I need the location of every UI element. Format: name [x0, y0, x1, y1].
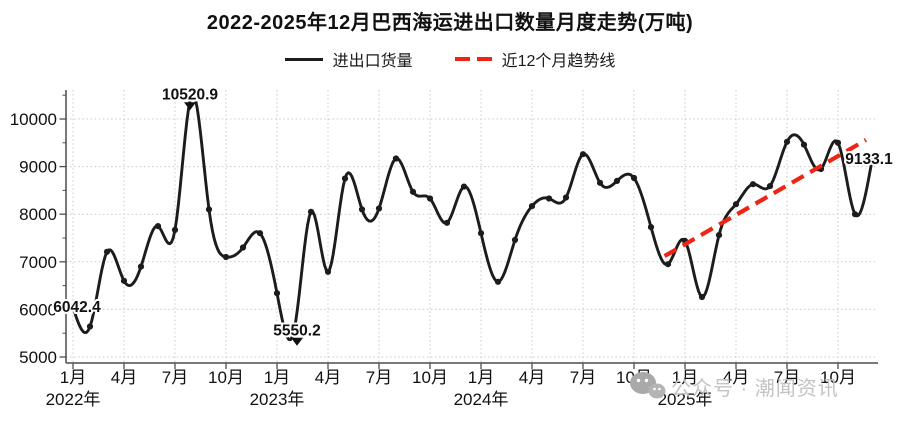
data-point-marker — [562, 194, 570, 201]
data-point-marker — [868, 157, 876, 164]
data-point-marker — [392, 155, 400, 162]
series-line-sample — [284, 57, 323, 61]
x-tick-label: 7月 — [162, 368, 188, 387]
legend-item-series: 进出口货量 — [284, 47, 413, 71]
data-point-marker — [69, 304, 77, 311]
data-point-marker — [375, 205, 383, 212]
data-point-marker — [800, 141, 808, 148]
data-point-marker — [358, 206, 366, 213]
y-tick-label: 5000 — [19, 348, 57, 367]
data-point-marker — [664, 261, 672, 268]
data-point-marker — [834, 139, 842, 146]
data-point-marker — [188, 91, 196, 98]
data-point-marker — [324, 268, 332, 275]
data-point-marker — [783, 138, 791, 145]
annotation-label: 10520.9 — [162, 87, 218, 104]
data-point-marker — [766, 183, 774, 190]
data-point-marker — [715, 232, 723, 239]
data-point-marker — [171, 226, 179, 233]
data-point-marker — [851, 211, 859, 218]
x-tick-label: 7月 — [570, 368, 596, 387]
data-point-marker — [341, 175, 349, 182]
y-tick-label: 10000 — [10, 110, 57, 129]
data-point-marker — [290, 327, 298, 334]
data-point-marker — [579, 151, 587, 158]
x-year-label: 2022年 — [46, 390, 101, 409]
data-point-marker — [460, 183, 468, 190]
legend: 进出口货量 近12个月趋势线 — [0, 47, 900, 71]
legend-item-trend: 近12个月趋势线 — [454, 47, 616, 71]
y-tick-label: 9000 — [19, 158, 57, 177]
legend-trend-label: 近12个月趋势线 — [501, 53, 616, 70]
data-point-marker — [477, 230, 485, 237]
data-point-marker — [273, 290, 281, 297]
data-point-marker — [86, 323, 94, 330]
data-point-marker — [596, 179, 604, 186]
data-point-marker — [120, 277, 128, 284]
data-point-marker — [511, 236, 519, 243]
data-point-marker — [545, 195, 553, 202]
data-point-marker — [732, 201, 740, 208]
x-tick-label: 10月 — [208, 368, 244, 387]
y-tick-label: 6000 — [19, 300, 57, 319]
data-point-marker — [426, 195, 434, 202]
data-point-marker — [613, 177, 621, 184]
data-point-marker — [528, 203, 536, 210]
data-point-marker — [494, 278, 502, 285]
data-point-marker — [103, 248, 111, 255]
x-tick-label: 1月 — [264, 368, 290, 387]
x-tick-label: 1月 — [672, 368, 698, 387]
x-tick-label: 7月 — [774, 368, 800, 387]
page-title: 2022-2025年12月巴西海运进出口数量月度走势(万吨) — [206, 12, 694, 34]
x-tick-label: 4月 — [315, 368, 341, 387]
data-point-marker — [137, 263, 145, 270]
data-point-marker — [307, 208, 315, 215]
x-tick-label: 7月 — [366, 368, 392, 387]
x-tick-label: 4月 — [111, 368, 137, 387]
data-point-marker — [443, 219, 451, 226]
data-point-marker — [256, 230, 264, 237]
x-tick-label: 10月 — [412, 368, 448, 387]
data-point-marker — [630, 174, 638, 182]
y-tick-label: 7000 — [19, 253, 57, 272]
y-tick-label: 8000 — [19, 205, 57, 224]
data-point-marker — [647, 224, 655, 231]
annotation-label: 6042.4 — [53, 299, 101, 316]
annotation-label: 9133.1 — [845, 151, 893, 168]
annotation-pointer — [291, 337, 303, 346]
data-point-marker — [222, 253, 230, 261]
data-point-marker — [749, 181, 757, 188]
annotation-pointer — [184, 102, 196, 111]
data-point-marker — [205, 206, 213, 213]
x-tick-label: 1月 — [468, 368, 494, 387]
x-tick-label: 1月 — [60, 368, 86, 387]
trend-line-sample — [454, 56, 492, 62]
series-line — [71, 92, 874, 342]
data-point-marker — [154, 223, 162, 230]
x-year-label: 2023年 — [250, 390, 305, 409]
data-point-marker — [698, 293, 706, 301]
x-tick-label: 10月 — [820, 368, 856, 387]
x-tick-label: 4月 — [519, 368, 545, 387]
x-year-label: 2025年 — [658, 390, 713, 409]
legend-series-label: 进出口货量 — [332, 53, 413, 70]
x-tick-label: 10月 — [616, 368, 652, 387]
data-point-marker — [409, 188, 417, 195]
x-year-label: 2024年 — [454, 390, 509, 409]
trend-line — [663, 138, 868, 258]
x-tick-label: 4月 — [723, 368, 749, 387]
data-point-marker — [239, 244, 247, 251]
annotation-label: 5550.2 — [273, 322, 320, 339]
